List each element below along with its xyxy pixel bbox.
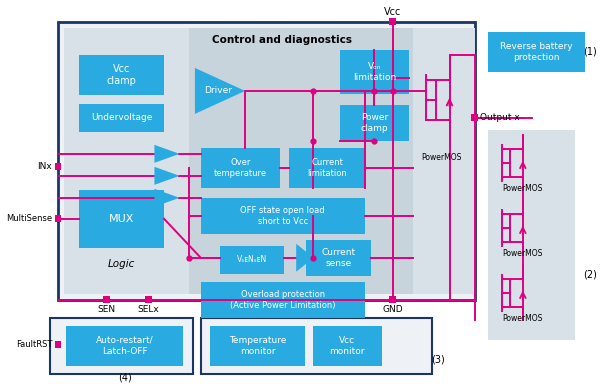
Bar: [220, 246, 284, 274]
Text: Vcc: Vcc: [384, 7, 401, 17]
Text: MultiSense: MultiSense: [6, 214, 52, 223]
Text: Overload protection
(Active Power Limitation): Overload protection (Active Power Limita…: [230, 290, 335, 310]
Text: Power
clamp: Power clamp: [361, 113, 388, 133]
Text: (1): (1): [583, 47, 597, 57]
Bar: [79, 104, 164, 132]
Polygon shape: [296, 244, 314, 272]
Polygon shape: [195, 68, 245, 114]
Bar: [488, 130, 575, 340]
Text: SEN: SEN: [97, 305, 115, 314]
Bar: [313, 326, 382, 366]
Bar: [189, 28, 413, 294]
Bar: [50, 318, 193, 374]
Bar: [389, 18, 396, 25]
Text: Vcc
clamp: Vcc clamp: [107, 64, 137, 86]
Text: Control and diagnostics: Control and diagnostics: [212, 35, 352, 45]
Text: SELx: SELx: [138, 305, 160, 314]
Text: GND: GND: [382, 305, 403, 314]
Text: Current
limitation: Current limitation: [307, 158, 347, 178]
Bar: [201, 148, 280, 188]
Text: FaultRST: FaultRST: [16, 340, 52, 349]
Bar: [55, 215, 61, 222]
Bar: [145, 296, 152, 303]
Polygon shape: [154, 189, 179, 207]
Text: Current
sense: Current sense: [322, 248, 356, 268]
Bar: [340, 50, 409, 94]
Text: (3): (3): [431, 355, 445, 365]
Bar: [488, 32, 584, 72]
Bar: [103, 296, 110, 303]
Polygon shape: [154, 167, 179, 185]
Text: INx: INx: [37, 162, 52, 171]
Text: Auto-restart/
Latch-OFF: Auto-restart/ Latch-OFF: [96, 336, 154, 356]
Bar: [306, 240, 371, 276]
Text: Driver: Driver: [204, 86, 232, 95]
Text: PowerMOS: PowerMOS: [503, 184, 543, 193]
Polygon shape: [154, 145, 179, 163]
Bar: [201, 318, 432, 374]
Bar: [65, 326, 184, 366]
Text: Reverse battery
protection: Reverse battery protection: [500, 42, 572, 62]
Text: Vₒₙ
limitation: Vₒₙ limitation: [353, 62, 396, 82]
Bar: [471, 114, 478, 121]
Text: OFF state open load
short to Vcc: OFF state open load short to Vcc: [241, 206, 325, 226]
Text: PowerMOS: PowerMOS: [422, 153, 462, 162]
Bar: [413, 28, 475, 294]
Bar: [79, 190, 164, 248]
Text: Undervoltage: Undervoltage: [91, 113, 152, 122]
Bar: [58, 22, 475, 300]
Bar: [55, 163, 61, 170]
Text: (2): (2): [583, 270, 597, 280]
Text: PowerMOS: PowerMOS: [503, 249, 543, 258]
Text: PowerMOS: PowerMOS: [503, 314, 543, 323]
Text: Vcc
monitor: Vcc monitor: [329, 336, 365, 356]
Bar: [340, 105, 409, 141]
Bar: [55, 341, 61, 348]
Bar: [201, 198, 365, 234]
Bar: [289, 148, 365, 188]
Text: Output x: Output x: [481, 113, 520, 122]
Bar: [64, 28, 189, 294]
Text: VₛᴇΝₛᴇΝ: VₛᴇΝₛᴇΝ: [237, 255, 267, 264]
Bar: [389, 296, 396, 303]
Text: Over
temperature: Over temperature: [214, 158, 267, 178]
Text: MUX: MUX: [109, 214, 134, 224]
Text: (4): (4): [119, 372, 133, 382]
Text: Temperature
monitor: Temperature monitor: [229, 336, 286, 356]
Bar: [79, 55, 164, 95]
Bar: [201, 282, 365, 318]
Bar: [211, 326, 305, 366]
Text: Logic: Logic: [108, 259, 136, 269]
